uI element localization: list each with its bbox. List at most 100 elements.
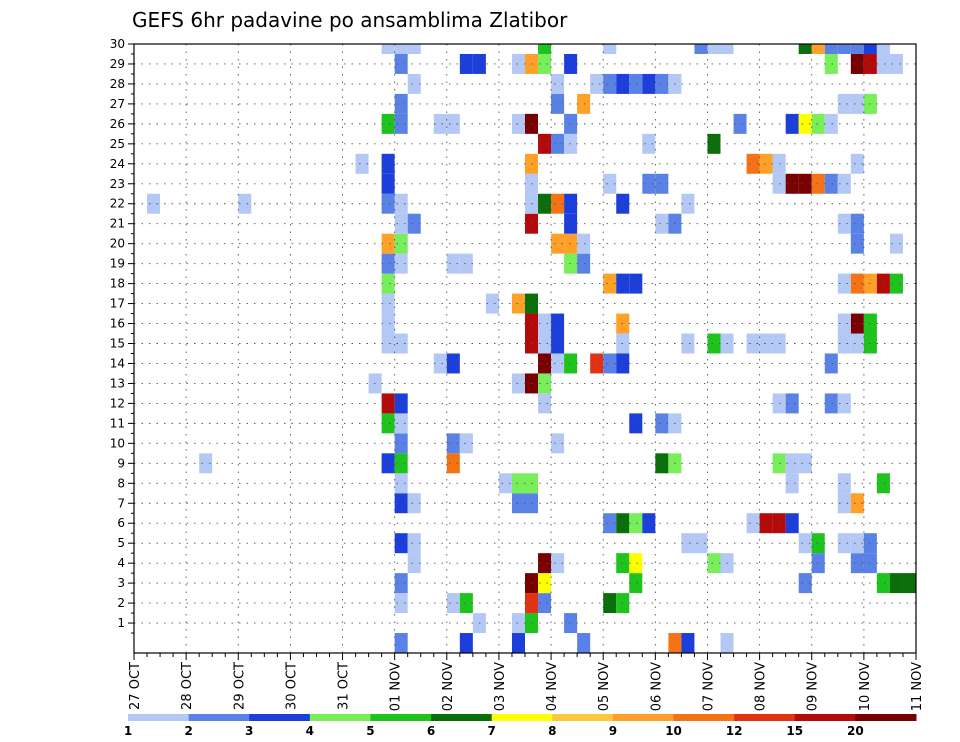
x-tick-label: 31 OCT bbox=[337, 662, 352, 710]
heatmap-cell bbox=[551, 333, 565, 354]
colorbar-segment bbox=[612, 714, 675, 721]
heatmap-cell bbox=[746, 153, 760, 174]
heatmap-cell bbox=[629, 573, 643, 594]
x-tick-label: 10 NOV bbox=[858, 662, 873, 711]
heatmap-cell bbox=[707, 553, 721, 574]
heatmap-cell bbox=[603, 73, 617, 94]
heatmap-cell bbox=[642, 73, 656, 94]
heatmap-cell bbox=[394, 533, 408, 554]
heatmap-cell bbox=[511, 113, 525, 134]
heatmap-cell bbox=[655, 213, 669, 234]
heatmap-cell bbox=[603, 353, 617, 374]
heatmap-cell bbox=[459, 53, 473, 74]
heatmap-cell bbox=[538, 333, 552, 354]
heatmap-cell bbox=[511, 493, 525, 514]
heatmap-cell bbox=[564, 113, 578, 134]
colorbar: 1 2 3 4 5 6 7 8 9 10 12 15 20 bbox=[124, 714, 917, 738]
y-tick-label: 3 bbox=[117, 576, 125, 590]
heatmap-cell bbox=[863, 44, 877, 54]
heatmap-cell bbox=[407, 213, 421, 234]
heatmap-cell bbox=[694, 533, 708, 554]
heatmap-cell bbox=[394, 44, 408, 54]
heatmap-cell bbox=[824, 44, 838, 54]
heatmap-cell bbox=[407, 533, 421, 554]
y-tick-label: 13 bbox=[110, 376, 125, 390]
heatmap-cell bbox=[538, 373, 552, 394]
x-tick-label: 03 NOV bbox=[493, 662, 508, 711]
colorbar-label: 7 bbox=[488, 724, 496, 738]
y-tick-label: 17 bbox=[110, 297, 125, 311]
heatmap-cell bbox=[824, 173, 838, 194]
y-tick-label: 7 bbox=[117, 496, 125, 510]
heatmap-cell bbox=[551, 433, 565, 454]
heatmap-cell bbox=[511, 373, 525, 394]
heatmap-cell bbox=[433, 353, 447, 374]
heatmap-cell bbox=[407, 553, 421, 574]
heatmap-cell bbox=[551, 233, 565, 254]
heatmap-cell bbox=[394, 333, 408, 354]
heatmap-cell bbox=[577, 93, 591, 114]
colorbar-segment bbox=[734, 714, 796, 721]
heatmap-cell bbox=[394, 493, 408, 514]
x-tick-label: 05 NOV bbox=[597, 662, 612, 711]
heatmap-cell bbox=[538, 313, 552, 334]
heatmap-cell bbox=[538, 44, 552, 54]
y-tick-label: 9 bbox=[117, 456, 125, 470]
x-tick-label: 01 NOV bbox=[389, 662, 404, 711]
y-tick-label: 29 bbox=[110, 57, 125, 71]
heatmap-cell bbox=[590, 73, 604, 94]
y-tick-label: 24 bbox=[110, 157, 125, 171]
heatmap-cell bbox=[394, 113, 408, 134]
colorbar-segment bbox=[794, 714, 856, 721]
heatmap-cell bbox=[394, 93, 408, 114]
heatmap-cell bbox=[577, 233, 591, 254]
heatmap-cell bbox=[837, 493, 851, 514]
heatmap-cell bbox=[850, 153, 864, 174]
heatmap-cell bbox=[381, 333, 395, 354]
x-tick-label: 07 NOV bbox=[701, 662, 716, 711]
heatmap-cell bbox=[538, 593, 552, 614]
heatmap-cell bbox=[564, 253, 578, 274]
heatmap-cell bbox=[381, 253, 395, 274]
heatmap-cell bbox=[538, 393, 552, 414]
colorbar-label: 3 bbox=[245, 724, 253, 738]
colorbar-label: 15 bbox=[786, 724, 803, 738]
colorbar-label: 5 bbox=[366, 724, 374, 738]
y-tick-label: 12 bbox=[110, 396, 125, 410]
heatmap-cell bbox=[785, 173, 799, 194]
heatmap-cell bbox=[759, 513, 773, 534]
heatmap-cell bbox=[551, 553, 565, 574]
heatmap-cell bbox=[876, 44, 890, 54]
heatmap-cell bbox=[746, 333, 760, 354]
y-tick-label: 2 bbox=[117, 596, 125, 610]
heatmap-cell bbox=[811, 173, 825, 194]
cells-layer bbox=[147, 44, 916, 653]
heatmap-cell bbox=[603, 593, 617, 614]
heatmap-cell bbox=[707, 133, 721, 154]
heatmap-cell bbox=[629, 73, 643, 94]
heatmap-cell bbox=[824, 113, 838, 134]
heatmap-cell bbox=[381, 113, 395, 134]
heatmap-cell bbox=[850, 44, 864, 54]
x-tick-label: 09 NOV bbox=[806, 662, 821, 711]
heatmap-cell bbox=[381, 153, 395, 174]
x-tick-label: 30 OCT bbox=[284, 662, 299, 710]
heatmap-cell bbox=[798, 533, 812, 554]
heatmap-cell bbox=[759, 333, 773, 354]
heatmap-cell bbox=[446, 253, 460, 274]
heatmap-cell bbox=[485, 293, 499, 314]
heatmap-cell bbox=[394, 233, 408, 254]
y-tick-label: 28 bbox=[110, 77, 125, 91]
heatmap-cell bbox=[459, 253, 473, 274]
y-tick-label: 6 bbox=[117, 516, 125, 530]
heatmap-cell bbox=[446, 353, 460, 374]
heatmap-cell bbox=[850, 213, 864, 234]
colorbar-segment bbox=[855, 714, 917, 721]
y-tick-label: 14 bbox=[110, 356, 125, 370]
heatmap-cell bbox=[407, 493, 421, 514]
heatmap-cell bbox=[459, 633, 473, 653]
heatmap-cell bbox=[538, 133, 552, 154]
heatmap-cell bbox=[394, 193, 408, 214]
x-tick-label: 02 NOV bbox=[441, 662, 456, 711]
